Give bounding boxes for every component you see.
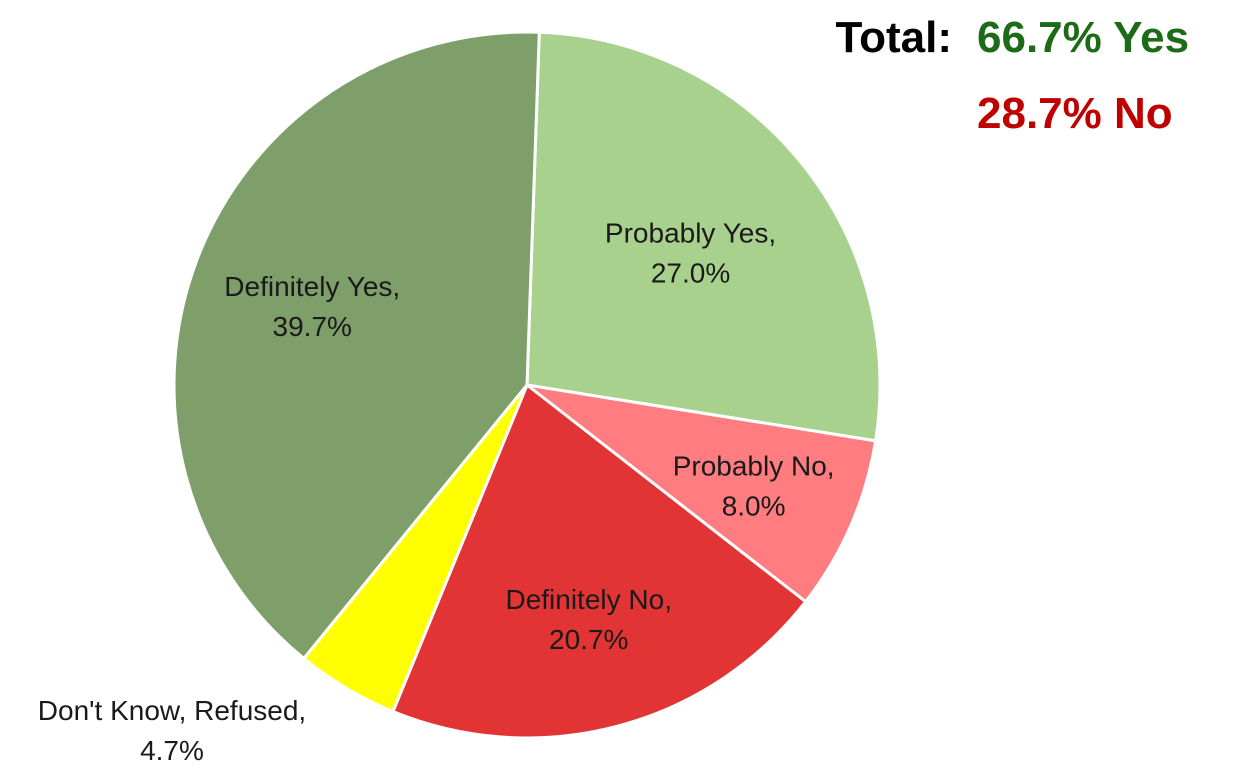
pie-label-value: 8.0% (722, 490, 786, 521)
pie-label-value: 27.0% (651, 257, 730, 288)
pie-label-category: Definitely Yes, (224, 271, 400, 302)
pie-slice-definitely-yes (172, 30, 541, 660)
total-yes-value: 66.7% Yes (977, 13, 1189, 62)
total-label: Total: (836, 13, 953, 62)
pie-label-category: Probably Yes, (605, 217, 776, 248)
pie-label: Don't Know, Refused, 4.7% (38, 695, 306, 766)
pie-label: Definitely No, 20.7% (505, 584, 672, 655)
pie-slice-probably-yes (525, 30, 882, 443)
pie-slice-definitely-no (391, 383, 808, 740)
pie-label: Definitely Yes, 39.7% (224, 271, 400, 342)
pie-slices (172, 30, 882, 740)
pie-label-category: Definitely No, (505, 584, 672, 615)
pie-slice-probably-no (525, 383, 878, 604)
pie-label: Probably Yes, 27.0% (605, 217, 776, 288)
pie-label-value: 20.7% (549, 624, 628, 655)
pie-label-value: 4.7% (140, 735, 204, 766)
pie-labels: Probably Yes, 27.0% Probably No, 8.0% Defini… (38, 217, 835, 766)
pie-label-category: Probably No, (673, 450, 835, 481)
pie-label: Probably No, 8.0% (673, 450, 835, 521)
pie-label-value: 39.7% (273, 311, 352, 342)
pie-label-category: Don't Know, Refused, (38, 695, 306, 726)
total-no-value: 28.7% No (977, 89, 1173, 138)
totals-summary: Total: 66.7% Yes 28.7% No (836, 13, 1190, 138)
